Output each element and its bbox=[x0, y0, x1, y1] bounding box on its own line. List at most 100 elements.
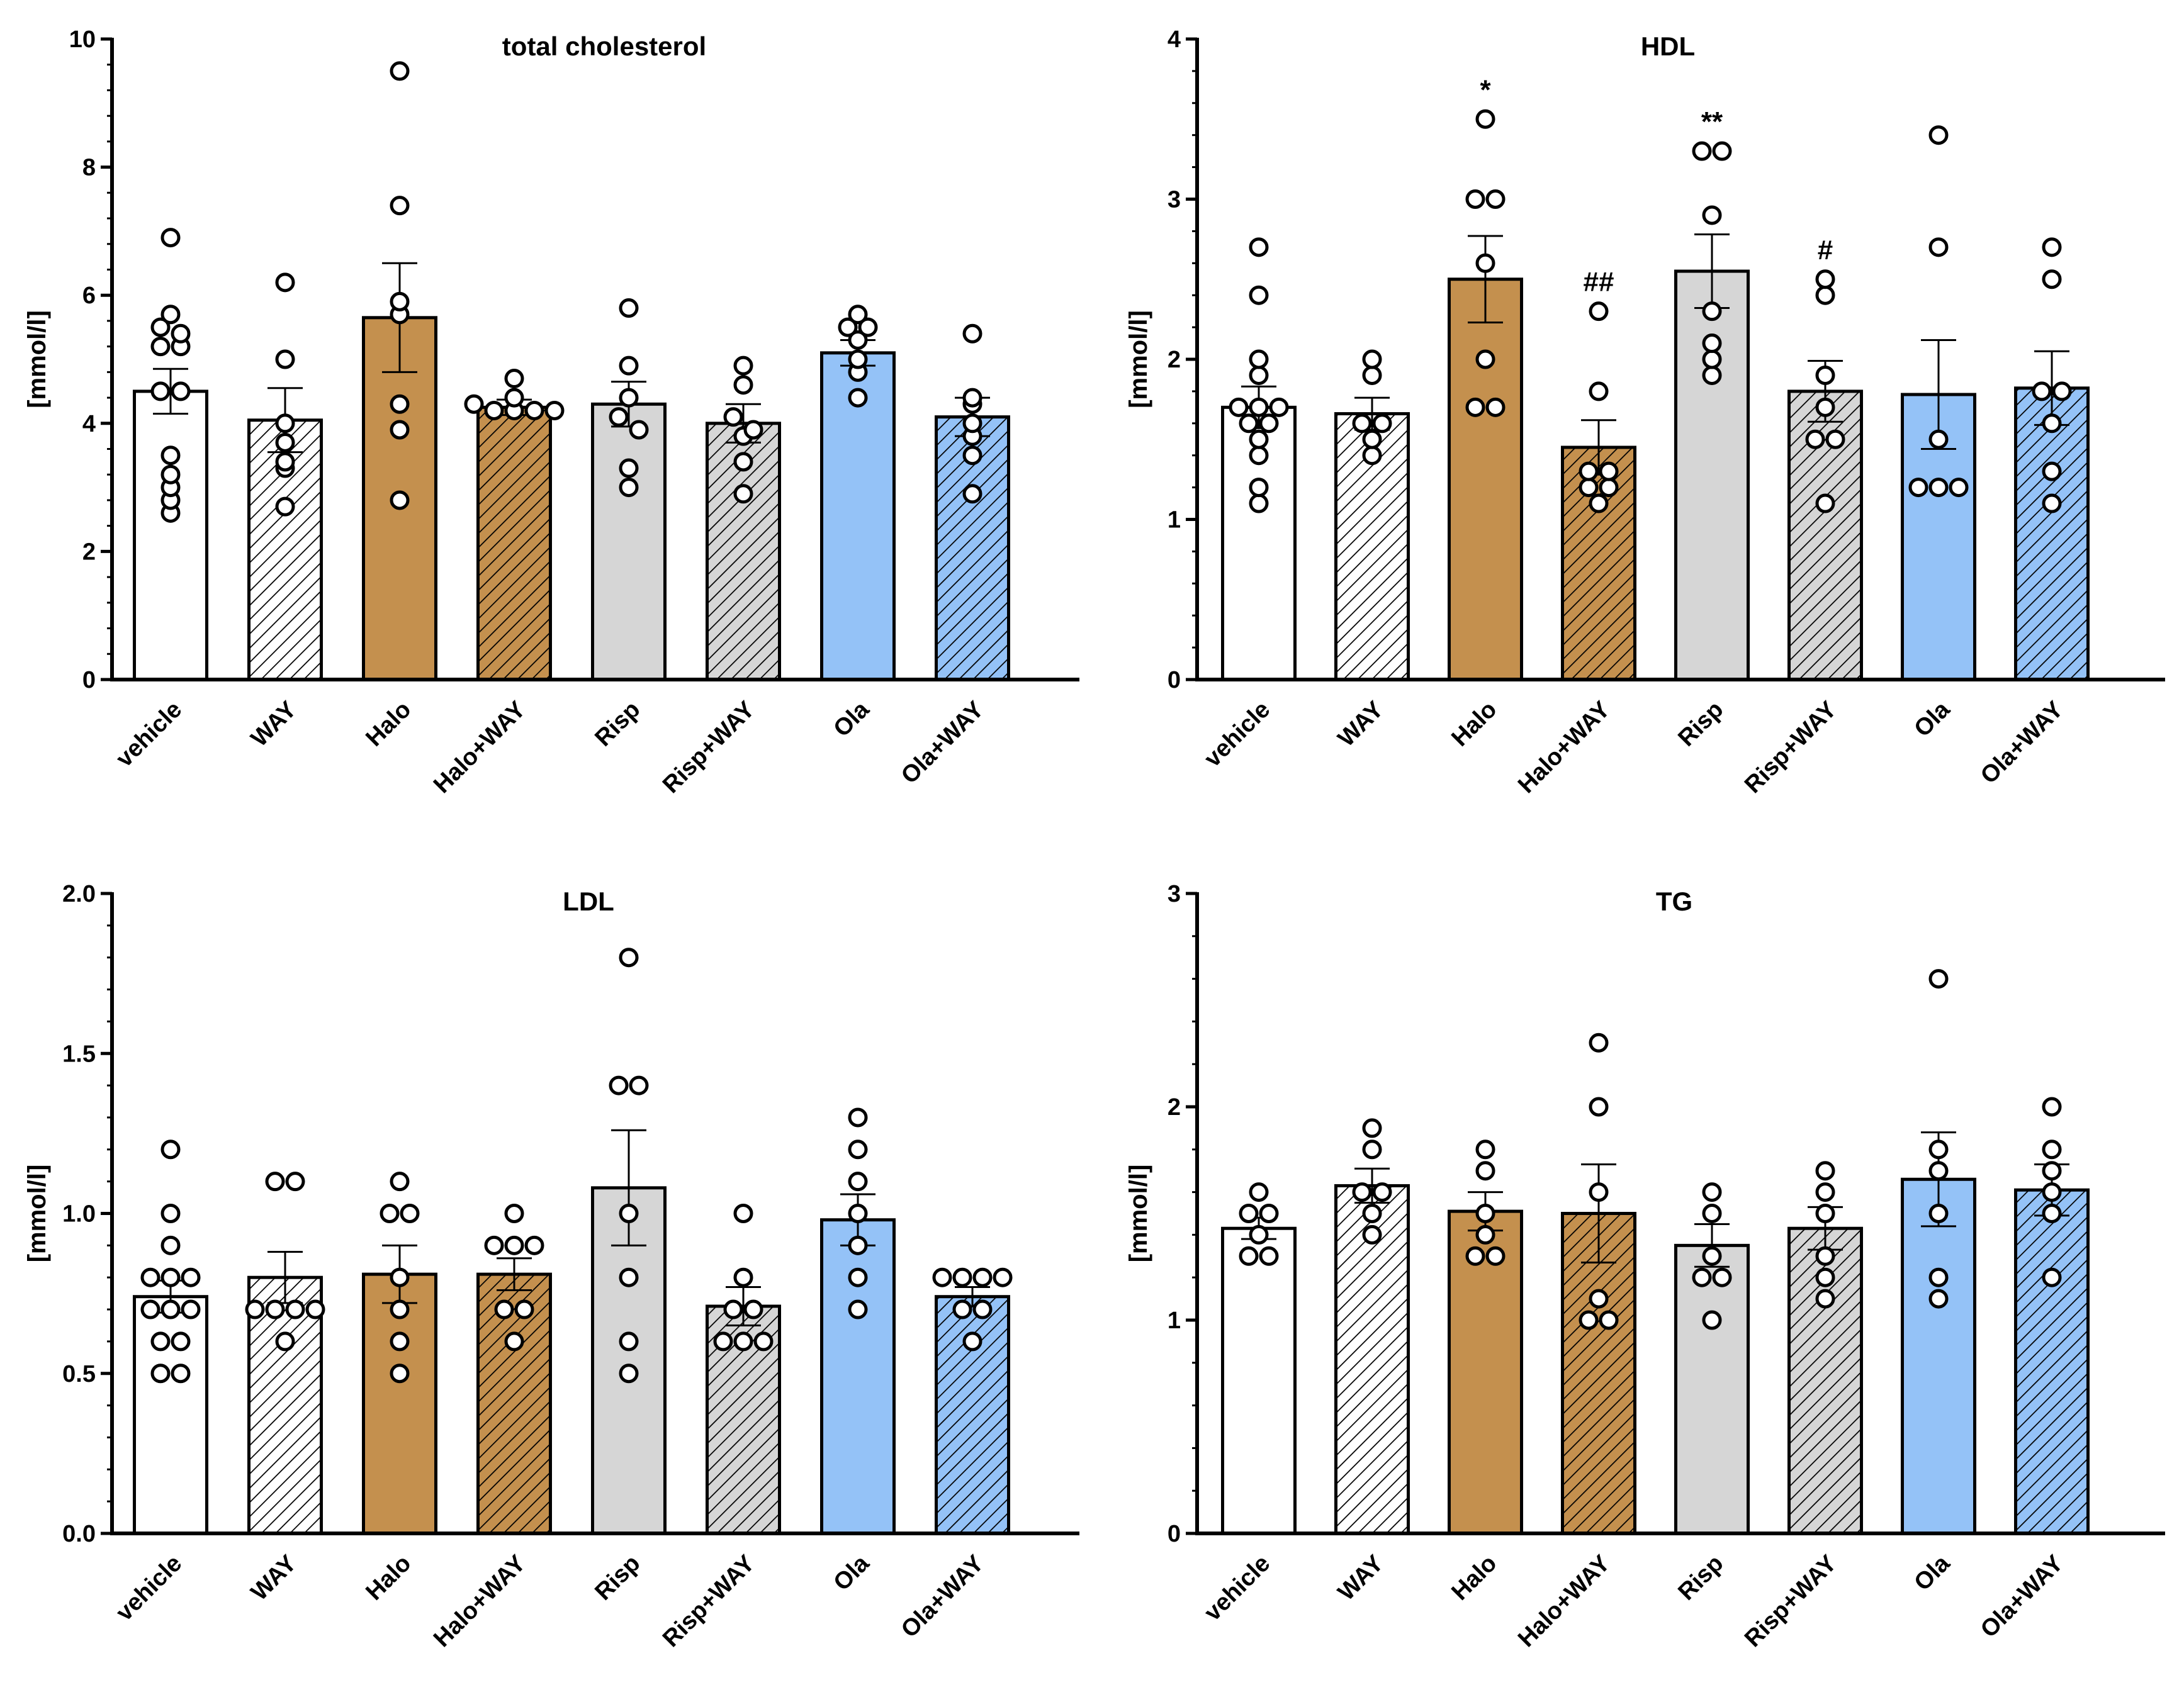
data-point-way bbox=[1362, 1224, 1382, 1245]
data-point-ola-way bbox=[972, 1299, 993, 1319]
data-point-vehicle bbox=[1249, 445, 1269, 466]
data-point-way bbox=[305, 1299, 325, 1319]
data-point-risp bbox=[1702, 1204, 1722, 1223]
data-point-halo bbox=[1465, 1246, 1485, 1266]
data-point-way bbox=[1362, 445, 1382, 466]
bar-risp bbox=[592, 404, 665, 680]
bar-vehicle bbox=[134, 1296, 207, 1533]
data-point-risp-way bbox=[733, 1267, 753, 1287]
panel-tg: TG [mmol/l] 0 1 2 3 vehicle WAY Halo Halo+WAY Risp… bbox=[1125, 881, 2165, 1652]
data-point-vehicle bbox=[1239, 1204, 1259, 1223]
data-point-vehicle bbox=[1249, 1182, 1269, 1202]
data-point-risp bbox=[1712, 1267, 1732, 1287]
bar-risp bbox=[1675, 1245, 1748, 1533]
bar-vehicle bbox=[1222, 1228, 1295, 1533]
x-tick-label-ola: Ola bbox=[1909, 1550, 1956, 1596]
data-point-vehicle bbox=[1249, 237, 1269, 257]
data-point-ola bbox=[848, 349, 868, 369]
data-point-halo bbox=[1475, 1161, 1495, 1181]
y-tick-label: 1.0 bbox=[62, 1201, 96, 1228]
y-tick-label: 0.0 bbox=[62, 1521, 96, 1547]
bar-risp bbox=[1675, 271, 1748, 680]
panel-hdl: HDL [mmol/l] 0 1 2 3 4 vehicle WAY * Halo ## Halo+WA… bbox=[1125, 26, 2165, 798]
x-tick-label-risp-way: Risp+WAY bbox=[1740, 697, 1842, 798]
data-point-vehicle bbox=[181, 1267, 201, 1287]
data-point-ola-way bbox=[2042, 269, 2062, 289]
data-point-way bbox=[1362, 349, 1382, 369]
data-point-halo bbox=[1475, 1224, 1495, 1245]
data-point-risp-way bbox=[753, 1331, 774, 1352]
data-point-ola bbox=[1928, 429, 1949, 449]
data-point-ola-way bbox=[2042, 413, 2062, 434]
x-tick-label-halo: Halo bbox=[1446, 1550, 1502, 1606]
data-point-halo bbox=[1485, 397, 1506, 417]
bar-hatch-halo-way bbox=[478, 1274, 551, 1533]
x-tick-label-vehicle: vehicle bbox=[111, 1550, 188, 1627]
bar-vehicle bbox=[134, 391, 207, 680]
data-point-vehicle bbox=[140, 1267, 160, 1287]
data-point-ola-way bbox=[962, 484, 982, 504]
data-point-ola bbox=[858, 317, 878, 337]
data-point-vehicle bbox=[150, 337, 171, 357]
x-tick-label-vehicle: vehicle bbox=[111, 697, 188, 773]
data-point-halo bbox=[390, 61, 410, 81]
data-point-vehicle bbox=[150, 381, 171, 401]
data-point-ola-way bbox=[962, 388, 982, 408]
data-point-risp bbox=[619, 948, 639, 968]
data-point-risp bbox=[619, 356, 639, 376]
data-point-way bbox=[285, 1299, 305, 1319]
data-point-ola bbox=[848, 1267, 868, 1287]
data-point-ola-way bbox=[2042, 1267, 2062, 1287]
data-point-halo bbox=[390, 291, 410, 311]
data-point-vehicle bbox=[181, 1299, 201, 1319]
bar-hatch-halo-way bbox=[1562, 447, 1635, 680]
data-point-ola bbox=[848, 1107, 868, 1128]
y-tick-label: 10 bbox=[69, 26, 96, 53]
x-tick-label-way: WAY bbox=[246, 697, 301, 752]
data-point-halo-way bbox=[484, 400, 504, 420]
data-point-risp bbox=[619, 458, 639, 478]
data-point-halo bbox=[1485, 1246, 1506, 1266]
data-point-risp-way bbox=[733, 452, 753, 472]
data-point-ola-way bbox=[962, 323, 982, 344]
data-point-ola bbox=[848, 305, 868, 325]
data-point-risp bbox=[619, 1204, 639, 1223]
x-tick-label-halo-way: Halo+WAY bbox=[1513, 697, 1615, 798]
data-point-risp-way bbox=[1815, 1204, 1835, 1223]
data-point-way bbox=[275, 413, 295, 434]
data-point-vehicle bbox=[160, 1140, 181, 1160]
x-tick-label-halo-way: Halo+WAY bbox=[429, 697, 531, 798]
x-tick-label-vehicle: vehicle bbox=[1200, 697, 1276, 773]
data-point-risp-way bbox=[733, 356, 753, 376]
y-tick-label: 0 bbox=[1168, 1521, 1181, 1547]
data-point-risp bbox=[629, 1075, 649, 1095]
y-tick-label: 3 bbox=[1168, 187, 1181, 213]
data-point-way bbox=[265, 1172, 285, 1192]
x-tick-label-ola-way: Ola+WAY bbox=[1976, 1550, 2068, 1643]
data-point-risp bbox=[1702, 301, 1722, 322]
data-point-ola-way bbox=[2042, 1140, 2062, 1160]
data-point-risp bbox=[1692, 1267, 1712, 1287]
data-point-halo-way bbox=[504, 388, 524, 408]
x-tick-label-way: WAY bbox=[246, 1550, 301, 1606]
data-point-vehicle bbox=[1259, 413, 1279, 434]
data-point-halo bbox=[390, 1267, 410, 1287]
data-point-risp bbox=[619, 298, 639, 318]
data-point-ola-way bbox=[2032, 381, 2052, 401]
data-point-halo-way bbox=[544, 400, 565, 420]
data-point-ola-way bbox=[962, 1331, 982, 1352]
data-point-risp-way bbox=[733, 1204, 753, 1223]
chart-title-ldl: LDL bbox=[563, 887, 614, 916]
data-point-risp bbox=[1692, 141, 1712, 161]
data-point-halo-way bbox=[484, 1235, 504, 1255]
data-point-vehicle bbox=[1259, 1204, 1279, 1223]
data-point-ola bbox=[838, 317, 858, 337]
data-point-halo-way bbox=[1599, 478, 1619, 498]
data-point-halo-way bbox=[494, 1299, 514, 1319]
data-point-way bbox=[275, 432, 295, 452]
bar-halo bbox=[1449, 279, 1522, 680]
data-point-ola-way bbox=[952, 1299, 972, 1319]
bar-hatch-ola-way bbox=[2015, 388, 2088, 680]
data-point-risp bbox=[619, 1364, 639, 1384]
